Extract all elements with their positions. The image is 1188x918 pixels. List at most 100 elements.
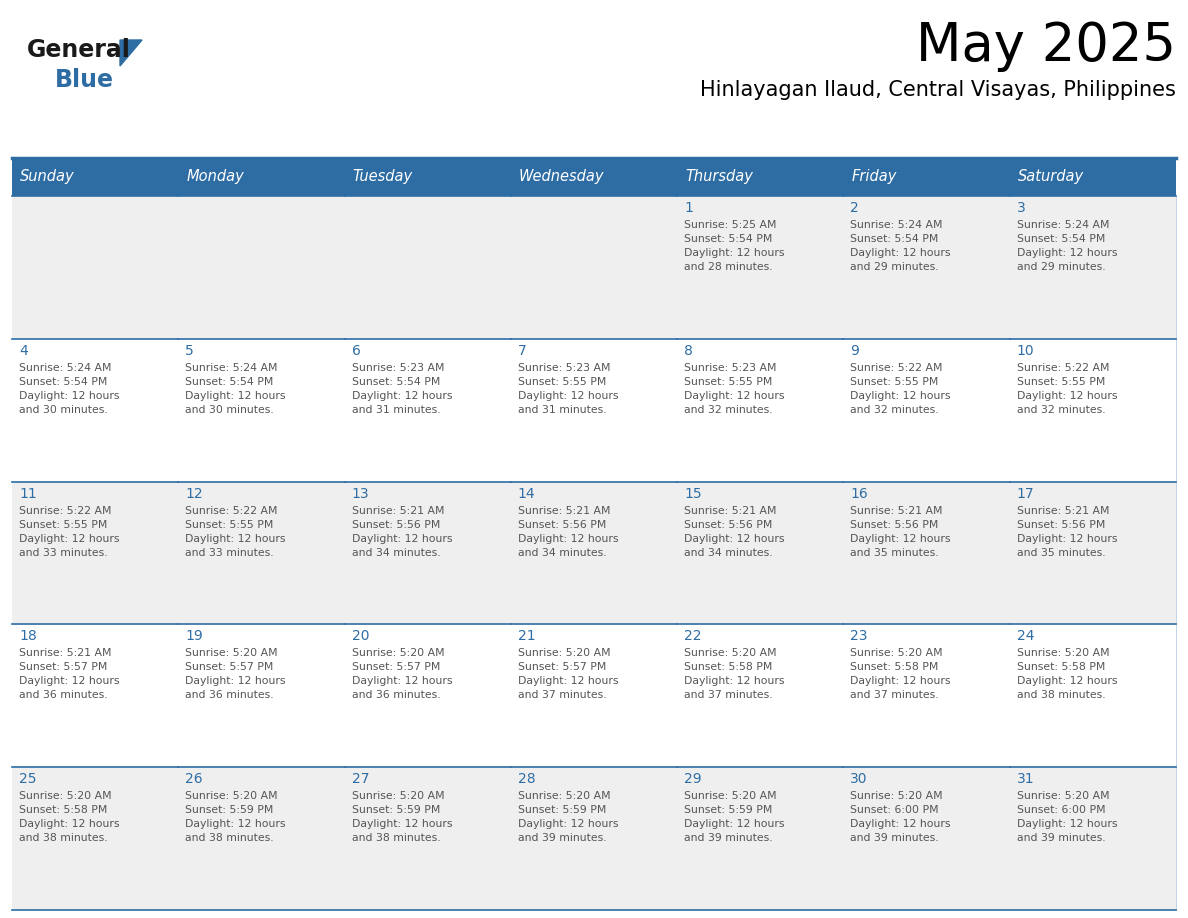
- Text: Thursday: Thursday: [685, 170, 753, 185]
- Text: and 39 minutes.: and 39 minutes.: [1017, 834, 1105, 844]
- Text: 9: 9: [851, 344, 859, 358]
- Text: Sunset: 6:00 PM: Sunset: 6:00 PM: [851, 805, 939, 815]
- Text: Sunrise: 5:21 AM: Sunrise: 5:21 AM: [684, 506, 777, 516]
- Text: Sunset: 5:59 PM: Sunset: 5:59 PM: [518, 805, 606, 815]
- Text: Sunset: 5:56 PM: Sunset: 5:56 PM: [352, 520, 440, 530]
- Text: 14: 14: [518, 487, 536, 500]
- Text: and 34 minutes.: and 34 minutes.: [352, 548, 441, 557]
- Text: 20: 20: [352, 630, 369, 644]
- Text: and 38 minutes.: and 38 minutes.: [185, 834, 274, 844]
- Text: Daylight: 12 hours: Daylight: 12 hours: [1017, 391, 1117, 401]
- Text: and 33 minutes.: and 33 minutes.: [185, 548, 274, 557]
- Text: Sunset: 5:54 PM: Sunset: 5:54 PM: [352, 376, 440, 386]
- Text: Sunrise: 5:25 AM: Sunrise: 5:25 AM: [684, 220, 777, 230]
- Text: Sunrise: 5:21 AM: Sunrise: 5:21 AM: [19, 648, 112, 658]
- Text: 4: 4: [19, 344, 27, 358]
- Text: Daylight: 12 hours: Daylight: 12 hours: [851, 533, 950, 543]
- Text: Daylight: 12 hours: Daylight: 12 hours: [352, 819, 453, 829]
- Text: 7: 7: [518, 344, 526, 358]
- Text: and 29 minutes.: and 29 minutes.: [1017, 262, 1105, 272]
- Text: Sunset: 5:59 PM: Sunset: 5:59 PM: [352, 805, 440, 815]
- Bar: [511, 339, 677, 482]
- Bar: [345, 767, 511, 910]
- Text: Sunrise: 5:20 AM: Sunrise: 5:20 AM: [352, 648, 444, 658]
- Text: Daylight: 12 hours: Daylight: 12 hours: [19, 677, 120, 687]
- Text: 11: 11: [19, 487, 37, 500]
- Bar: [345, 482, 511, 624]
- Text: 12: 12: [185, 487, 203, 500]
- Text: Sunrise: 5:22 AM: Sunrise: 5:22 AM: [851, 363, 943, 373]
- Text: Sunrise: 5:22 AM: Sunrise: 5:22 AM: [1017, 363, 1110, 373]
- Text: 31: 31: [1017, 772, 1035, 786]
- Text: Sunset: 5:54 PM: Sunset: 5:54 PM: [1017, 234, 1105, 244]
- Text: 24: 24: [1017, 630, 1035, 644]
- Text: 6: 6: [352, 344, 360, 358]
- Text: 16: 16: [851, 487, 868, 500]
- Text: and 31 minutes.: and 31 minutes.: [518, 405, 607, 415]
- Bar: [12, 339, 178, 482]
- Text: Blue: Blue: [55, 68, 114, 92]
- Text: Sunset: 5:57 PM: Sunset: 5:57 PM: [19, 663, 107, 672]
- Bar: [843, 767, 1010, 910]
- Text: Sunday: Sunday: [20, 170, 75, 185]
- Text: Sunset: 5:59 PM: Sunset: 5:59 PM: [684, 805, 772, 815]
- Text: and 32 minutes.: and 32 minutes.: [684, 405, 772, 415]
- Text: Sunset: 5:56 PM: Sunset: 5:56 PM: [1017, 520, 1105, 530]
- Text: Sunrise: 5:20 AM: Sunrise: 5:20 AM: [684, 791, 777, 801]
- Text: Sunset: 5:55 PM: Sunset: 5:55 PM: [19, 520, 107, 530]
- Text: Sunrise: 5:20 AM: Sunrise: 5:20 AM: [1017, 791, 1110, 801]
- Bar: [345, 339, 511, 482]
- Text: Sunset: 5:55 PM: Sunset: 5:55 PM: [851, 376, 939, 386]
- Text: 2: 2: [851, 201, 859, 215]
- Text: Sunrise: 5:23 AM: Sunrise: 5:23 AM: [352, 363, 444, 373]
- Text: Monday: Monday: [187, 170, 244, 185]
- Text: Daylight: 12 hours: Daylight: 12 hours: [1017, 819, 1117, 829]
- Text: Sunset: 5:59 PM: Sunset: 5:59 PM: [185, 805, 273, 815]
- Text: and 39 minutes.: and 39 minutes.: [684, 834, 772, 844]
- Text: Sunrise: 5:24 AM: Sunrise: 5:24 AM: [1017, 220, 1110, 230]
- Text: Sunset: 5:58 PM: Sunset: 5:58 PM: [19, 805, 107, 815]
- Text: Sunrise: 5:20 AM: Sunrise: 5:20 AM: [684, 648, 777, 658]
- Text: Daylight: 12 hours: Daylight: 12 hours: [851, 677, 950, 687]
- Text: Sunrise: 5:20 AM: Sunrise: 5:20 AM: [518, 648, 611, 658]
- Text: and 32 minutes.: and 32 minutes.: [851, 405, 939, 415]
- Text: 1: 1: [684, 201, 693, 215]
- Text: 27: 27: [352, 772, 369, 786]
- Text: 26: 26: [185, 772, 203, 786]
- Text: 15: 15: [684, 487, 702, 500]
- Text: 29: 29: [684, 772, 702, 786]
- Text: and 28 minutes.: and 28 minutes.: [684, 262, 772, 272]
- Bar: [178, 482, 345, 624]
- Text: Daylight: 12 hours: Daylight: 12 hours: [1017, 677, 1117, 687]
- Bar: [12, 767, 178, 910]
- Text: and 33 minutes.: and 33 minutes.: [19, 548, 108, 557]
- Text: Sunset: 5:56 PM: Sunset: 5:56 PM: [684, 520, 772, 530]
- Text: Sunset: 5:56 PM: Sunset: 5:56 PM: [851, 520, 939, 530]
- Text: Sunrise: 5:20 AM: Sunrise: 5:20 AM: [518, 791, 611, 801]
- Polygon shape: [120, 40, 143, 66]
- Text: 28: 28: [518, 772, 536, 786]
- Text: Sunset: 5:54 PM: Sunset: 5:54 PM: [684, 234, 772, 244]
- Text: Sunset: 5:54 PM: Sunset: 5:54 PM: [185, 376, 273, 386]
- Text: Sunset: 5:55 PM: Sunset: 5:55 PM: [684, 376, 772, 386]
- Bar: [677, 196, 843, 339]
- Text: and 31 minutes.: and 31 minutes.: [352, 405, 441, 415]
- Text: and 36 minutes.: and 36 minutes.: [185, 690, 274, 700]
- Text: and 39 minutes.: and 39 minutes.: [851, 834, 939, 844]
- Text: and 34 minutes.: and 34 minutes.: [518, 548, 607, 557]
- Text: Sunrise: 5:24 AM: Sunrise: 5:24 AM: [19, 363, 112, 373]
- Text: Sunrise: 5:20 AM: Sunrise: 5:20 AM: [185, 791, 278, 801]
- Bar: [178, 624, 345, 767]
- Text: Sunset: 5:55 PM: Sunset: 5:55 PM: [518, 376, 606, 386]
- Text: 19: 19: [185, 630, 203, 644]
- Text: and 30 minutes.: and 30 minutes.: [185, 405, 274, 415]
- Text: and 37 minutes.: and 37 minutes.: [518, 690, 607, 700]
- Text: Sunrise: 5:20 AM: Sunrise: 5:20 AM: [185, 648, 278, 658]
- Text: Sunset: 5:55 PM: Sunset: 5:55 PM: [185, 520, 273, 530]
- Text: Sunset: 5:55 PM: Sunset: 5:55 PM: [1017, 376, 1105, 386]
- Bar: [345, 624, 511, 767]
- Bar: [511, 482, 677, 624]
- Text: 3: 3: [1017, 201, 1025, 215]
- Text: Daylight: 12 hours: Daylight: 12 hours: [352, 533, 453, 543]
- Text: Daylight: 12 hours: Daylight: 12 hours: [185, 677, 286, 687]
